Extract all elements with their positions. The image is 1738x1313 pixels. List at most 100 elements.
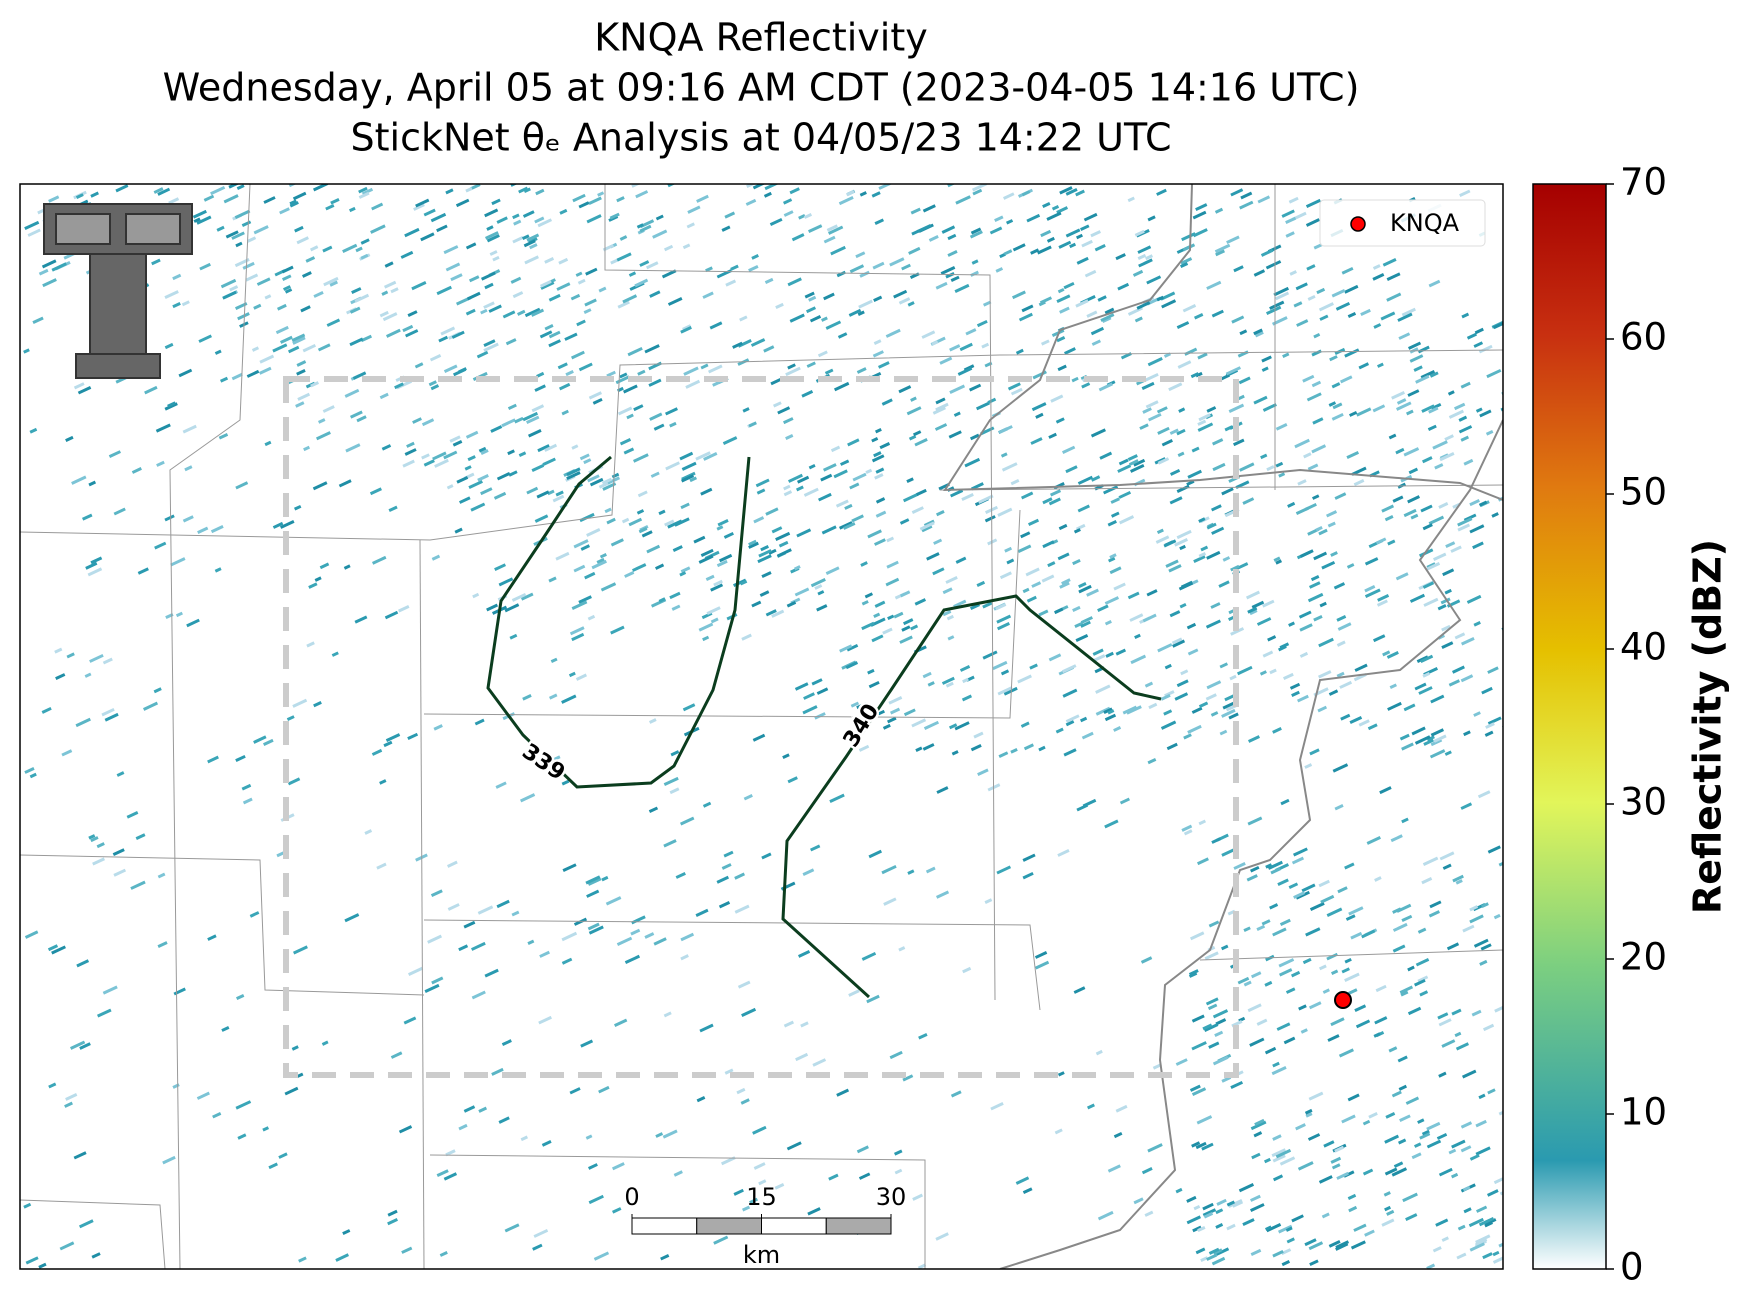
radar-cell bbox=[1413, 365, 1423, 372]
radar-cell bbox=[156, 460, 165, 467]
radar-cell bbox=[669, 421, 677, 428]
radar-cell bbox=[1384, 1205, 1391, 1212]
radar-cell bbox=[606, 370, 616, 378]
radar-cell bbox=[648, 806, 659, 814]
radar-cell bbox=[1319, 964, 1327, 971]
radar-cell bbox=[1395, 447, 1405, 455]
radar-cell bbox=[998, 425, 1013, 435]
radar-cell bbox=[1454, 632, 1466, 640]
radar-cell bbox=[412, 417, 422, 424]
radar-cell bbox=[430, 212, 447, 223]
radar-cell bbox=[1200, 1256, 1209, 1263]
radar-cell bbox=[170, 557, 186, 567]
radar-cell bbox=[702, 801, 712, 808]
radar-cell bbox=[575, 271, 583, 277]
state-border bbox=[999, 419, 1503, 1269]
radar-cell bbox=[1390, 834, 1403, 843]
radar-cell bbox=[633, 404, 644, 412]
radar-cell bbox=[1288, 621, 1295, 627]
theta-e-contour bbox=[781, 594, 1162, 999]
radar-cell bbox=[1219, 662, 1229, 669]
radar-cell bbox=[732, 341, 743, 349]
radar-cell bbox=[913, 430, 922, 437]
radar-cell bbox=[154, 541, 167, 550]
radar-cell bbox=[1364, 1229, 1375, 1237]
radar-cell bbox=[873, 612, 881, 619]
radar-cell bbox=[1448, 1148, 1457, 1155]
radar-cell bbox=[1191, 706, 1203, 714]
radar-cell bbox=[826, 224, 838, 232]
radar-cell bbox=[763, 191, 772, 198]
radar-cell bbox=[262, 1126, 270, 1132]
radar-cell bbox=[741, 1007, 757, 1018]
radar-cell bbox=[583, 308, 592, 315]
radar-cell bbox=[235, 754, 246, 763]
radar-cell bbox=[1409, 593, 1426, 603]
radar-cell bbox=[1228, 712, 1239, 720]
radar-cell bbox=[1422, 856, 1439, 867]
radar-cell bbox=[1281, 1248, 1292, 1256]
radar-cell bbox=[402, 324, 414, 333]
radar-cell bbox=[903, 708, 916, 717]
radar-cell bbox=[1376, 599, 1388, 607]
radar-cell bbox=[636, 223, 644, 229]
radar-cell bbox=[1475, 1146, 1491, 1156]
radar-cell bbox=[1281, 209, 1295, 218]
radar-cell bbox=[860, 561, 868, 567]
radar-cell bbox=[221, 1025, 230, 1032]
radar-cell bbox=[1401, 307, 1416, 317]
radar-cell bbox=[1105, 651, 1114, 658]
radar-cell bbox=[1127, 454, 1138, 462]
radar-cell bbox=[686, 222, 695, 229]
radar-cell bbox=[650, 471, 660, 478]
radar-cell bbox=[241, 783, 252, 791]
radar-cell bbox=[153, 187, 164, 194]
radar-cell bbox=[1451, 1139, 1466, 1149]
radar-cell bbox=[823, 463, 837, 472]
radar-cell bbox=[1372, 404, 1386, 413]
radar-cell bbox=[950, 275, 960, 283]
radar-cell bbox=[984, 898, 993, 905]
radar-cell bbox=[740, 1098, 750, 1105]
radar-cell bbox=[591, 559, 607, 570]
radar-cell bbox=[1197, 422, 1214, 432]
radar-cell bbox=[310, 245, 319, 252]
radar-cell bbox=[935, 510, 945, 517]
radar-cell bbox=[1447, 390, 1455, 396]
radar-cell bbox=[1384, 515, 1394, 522]
radar-cell bbox=[436, 1169, 449, 1178]
radar-cell bbox=[1132, 269, 1144, 277]
radar-cell bbox=[1137, 245, 1152, 254]
radar-cell bbox=[1239, 329, 1248, 336]
radar-cell bbox=[575, 673, 587, 681]
radar-cell bbox=[1063, 748, 1077, 757]
radar-cell bbox=[994, 215, 1004, 223]
radar-cell bbox=[836, 270, 846, 278]
logo bbox=[43, 203, 193, 379]
radar-cell bbox=[998, 751, 1009, 759]
radar-cell bbox=[1171, 637, 1183, 645]
radar-cell bbox=[1452, 665, 1465, 674]
radar-cell bbox=[722, 436, 738, 446]
radar-cell bbox=[1192, 210, 1207, 220]
radar-cell bbox=[1336, 1171, 1349, 1180]
radar-cell bbox=[1214, 243, 1231, 254]
radar-cell bbox=[1144, 1210, 1154, 1217]
radar-cell bbox=[1387, 539, 1396, 546]
radar-cell bbox=[866, 994, 880, 1004]
radar-cell bbox=[621, 517, 630, 524]
radar-cell bbox=[1438, 1167, 1453, 1177]
radar-cell bbox=[959, 342, 973, 352]
radar-cell bbox=[1293, 301, 1303, 308]
radar-cell bbox=[1317, 670, 1332, 679]
radar-cell bbox=[1401, 817, 1409, 824]
radar-cell bbox=[1332, 763, 1349, 773]
radar-cell bbox=[808, 463, 816, 470]
radar-cell bbox=[705, 574, 715, 582]
radar-cell bbox=[101, 707, 115, 717]
radar-cell bbox=[420, 232, 435, 242]
radar-cell bbox=[845, 661, 859, 670]
radar-cell bbox=[1442, 568, 1455, 577]
